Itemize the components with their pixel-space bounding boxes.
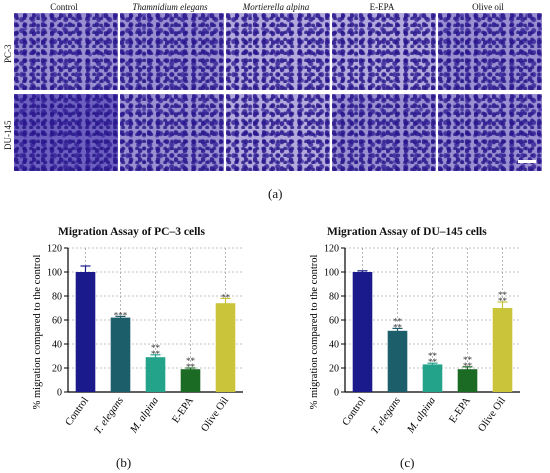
significance-marker: **	[151, 349, 161, 359]
bar	[215, 303, 236, 392]
y-tick-label: 100	[47, 268, 62, 279]
row-label-du145: DU-145	[3, 120, 13, 151]
y-tick-label: 0	[334, 388, 339, 399]
category-label: Olive Oil	[476, 395, 508, 434]
y-tick-label: 20	[52, 364, 62, 375]
panel-label-c: (c)	[400, 455, 415, 470]
chart-title-pc3: Migration Assay of PC–3 cells	[58, 226, 205, 238]
y-tick-label: 120	[324, 244, 339, 255]
significance-marker: **	[498, 290, 508, 300]
panel-label-b: (b)	[116, 455, 132, 470]
micrograph-pc3-mortierella	[226, 13, 330, 90]
micrograph-du145-eepa	[332, 94, 436, 171]
micrograph-du145-olive-oil	[438, 94, 542, 171]
bar	[352, 272, 373, 392]
column-header-eepa: E-EPA	[369, 2, 395, 12]
significance-marker: **	[151, 343, 161, 353]
y-tick-label: 20	[329, 364, 339, 375]
micrograph-pc3-thamnidium	[120, 13, 224, 90]
category-label: Control	[64, 395, 91, 428]
micrograph-pc3-control	[14, 13, 118, 90]
bar	[457, 369, 478, 392]
bar	[387, 330, 408, 392]
category-label: T. elegans	[93, 395, 126, 436]
bar	[492, 308, 513, 392]
category-label: E-EPA	[170, 395, 196, 425]
chart-title-du145: Migration Assay of DU–145 cells	[327, 226, 487, 238]
significance-marker: **	[393, 316, 403, 326]
category-label: Olive Oil	[199, 395, 231, 434]
significance-marker: **	[428, 357, 438, 367]
y-tick-label: 60	[329, 316, 339, 327]
y-tick-label: 100	[324, 268, 339, 279]
significance-marker: **	[463, 355, 473, 365]
micrograph-du145-thamnidium	[120, 94, 224, 171]
y-axis-label: % migration compared to the control	[309, 255, 320, 410]
significance-marker: **	[428, 351, 438, 361]
column-header-mortierella: Mortierella alpina	[242, 2, 310, 12]
y-tick-label: 80	[52, 292, 62, 303]
chart-du145: 0 20 40 60 80 100 120 % migration compared to t…	[309, 244, 520, 436]
bar	[110, 317, 131, 392]
y-tick-label: 80	[329, 292, 339, 303]
chart-pc3: 0 20 40 60 80 100 120 % migration compared to t…	[32, 244, 243, 436]
y-axis-label: % migration compared to the control	[32, 255, 43, 410]
category-label: E-EPA	[447, 395, 473, 425]
significance-marker: **	[186, 356, 196, 366]
y-tick-label: 40	[52, 340, 62, 351]
micrograph-pc3-olive-oil	[438, 13, 542, 90]
category-label: M. alpina	[405, 395, 438, 436]
significance-marker: **	[393, 322, 403, 332]
y-tick-label: 60	[52, 316, 62, 327]
panel-label-a: (a)	[268, 186, 283, 201]
significance-marker: **	[463, 361, 473, 371]
category-label: Control	[341, 395, 368, 428]
column-header-thamnidium: Thamnidium elegans	[132, 2, 208, 12]
significance-marker: **	[186, 362, 196, 372]
category-label: T. elegans	[370, 395, 403, 436]
micrograph-du145-mortierella	[226, 94, 330, 171]
micrograph-pc3-eepa	[332, 13, 436, 90]
bar	[422, 364, 443, 392]
y-tick-label: 120	[47, 244, 62, 255]
column-header-control: Control	[50, 2, 78, 12]
significance-marker: **	[221, 292, 231, 302]
row-label-pc3: PC-3	[3, 44, 13, 63]
category-label: M. alpina	[128, 395, 161, 436]
significance-marker: ***	[114, 310, 128, 320]
scale-bar	[518, 160, 536, 163]
bar	[75, 272, 96, 392]
y-tick-label: 0	[57, 388, 62, 399]
bar	[180, 369, 201, 392]
bar	[145, 357, 166, 392]
micrograph-du145-control	[14, 94, 118, 171]
column-header-olive-oil: Olive oil	[472, 2, 504, 12]
significance-marker: **	[498, 296, 508, 306]
y-tick-label: 40	[329, 340, 339, 351]
